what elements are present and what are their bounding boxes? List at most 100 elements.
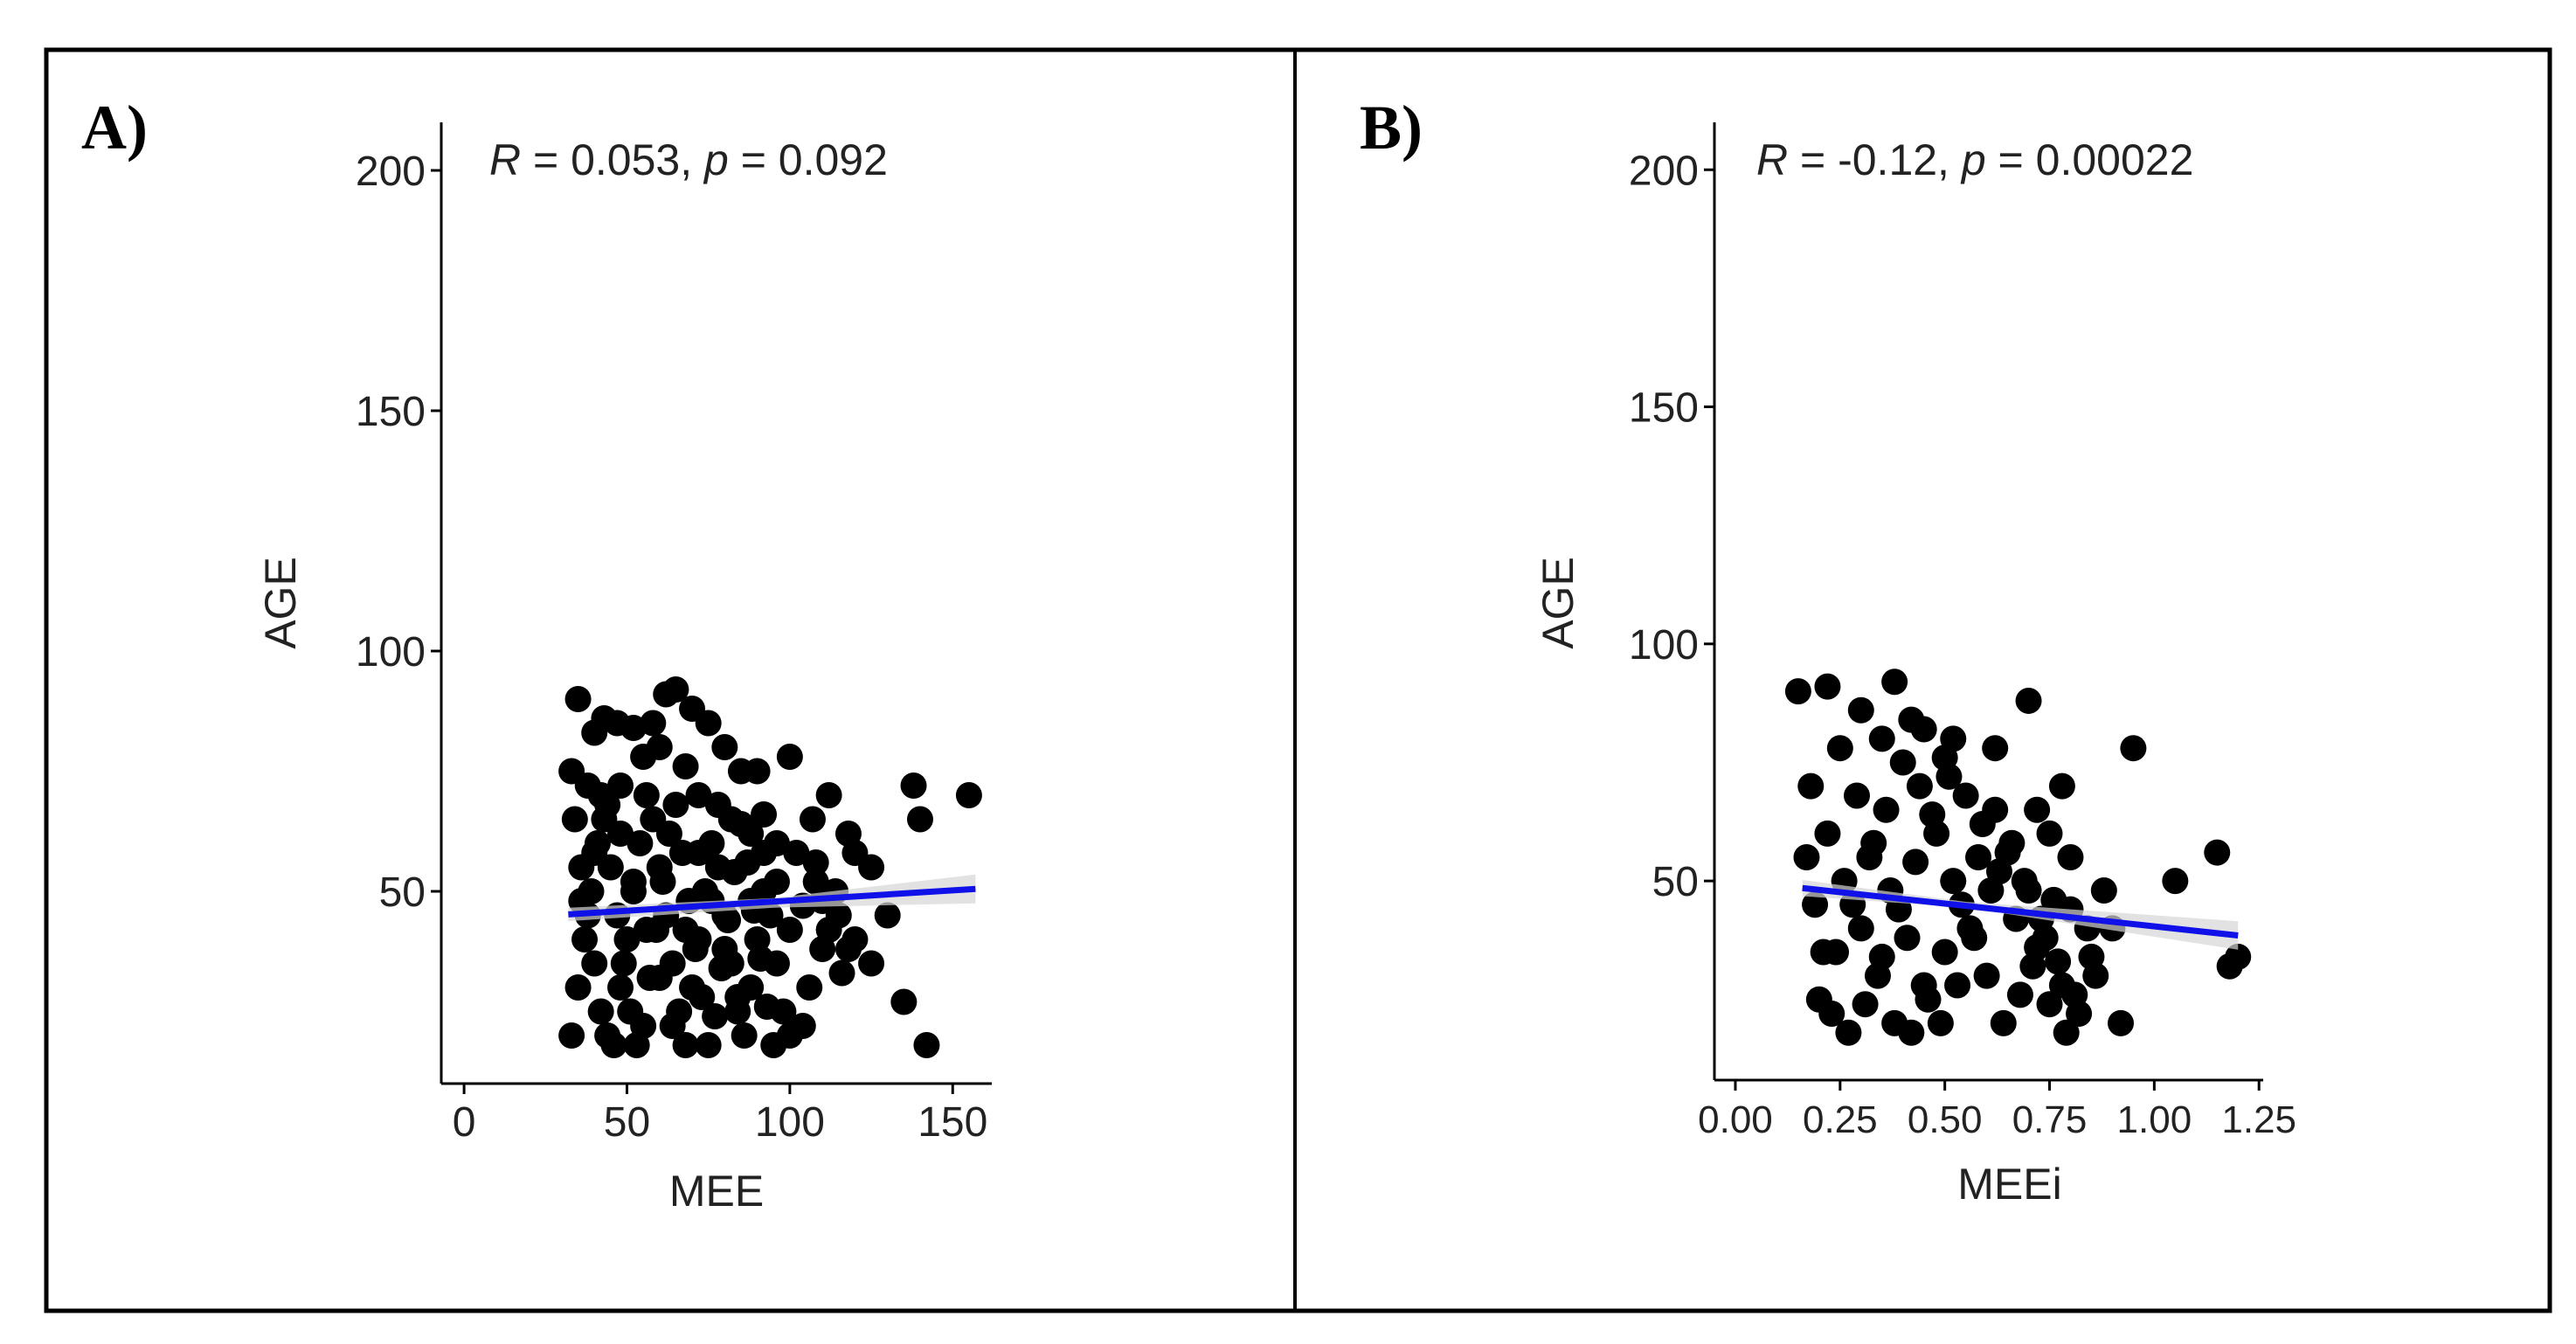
data-point — [2090, 876, 2117, 904]
x-tick-label: 0.00 — [1698, 1098, 1773, 1141]
data-point — [594, 792, 621, 818]
data-point — [581, 950, 608, 977]
regression-line — [1802, 884, 2239, 939]
data-point — [2053, 1019, 2080, 1046]
y-tick-label: 150 — [356, 389, 426, 435]
data-point — [620, 715, 647, 741]
data-point — [1969, 811, 1996, 838]
data-point — [564, 974, 592, 1001]
data-point — [1826, 735, 1853, 762]
data-point — [1868, 943, 1895, 970]
data-point — [799, 806, 826, 833]
y-axis-title: AGE — [1534, 557, 1582, 649]
data-point — [828, 960, 855, 987]
data-point — [1919, 801, 1946, 828]
annotation-part: p — [703, 135, 729, 184]
data-point — [753, 994, 780, 1020]
data-point — [1965, 843, 1992, 870]
data-point — [649, 869, 676, 895]
data-point — [1835, 1019, 1862, 1046]
y-axis-title: AGE — [256, 557, 305, 649]
annotation-part: R — [1756, 135, 1788, 184]
data-point — [1898, 706, 1925, 733]
data-point — [1847, 915, 1874, 942]
data-point — [874, 902, 901, 929]
data-point — [1910, 972, 1937, 999]
data-point — [1814, 820, 1841, 847]
data-point — [1944, 972, 1971, 999]
panel-a: A) 50 100 150 200 0 50 100 150 MEE AGE R = 0.053, p… — [81, 93, 992, 1216]
data-point — [2061, 981, 2088, 1008]
figure-panels: A) 50 100 150 200 0 50 100 150 MEE AGE R = 0.053, p… — [44, 47, 2552, 1313]
x-tick-label: 0.50 — [1908, 1098, 1983, 1141]
data-point — [2015, 687, 2042, 714]
data-point — [815, 917, 842, 943]
data-point — [600, 1032, 627, 1058]
data-point — [1873, 796, 1900, 823]
panel-b: B) 50 100 150 200 0.00 0.25 0.50 0.75 1.00 1.25 MEE… — [1360, 93, 2296, 1209]
x-tick-label: 0 — [453, 1099, 476, 1146]
data-point — [646, 965, 673, 991]
data-point — [1868, 725, 1895, 752]
data-point — [558, 1022, 585, 1049]
data-point — [802, 849, 829, 876]
panel-label: A) — [81, 93, 148, 163]
data-point — [1906, 772, 1933, 800]
data-point — [1818, 1001, 1845, 1028]
x-axis-title: MEE — [669, 1167, 764, 1216]
data-point — [646, 734, 673, 760]
data-point — [711, 734, 738, 760]
data-point — [834, 936, 862, 962]
data-point — [776, 744, 803, 770]
data-point — [1927, 1009, 1954, 1036]
y-tick-label: 100 — [356, 629, 426, 675]
data-point — [715, 907, 742, 933]
scatter-points — [1784, 669, 2252, 1046]
data-point — [1847, 696, 1874, 724]
data-point — [711, 936, 738, 962]
correlation-annotation: R = 0.053, p = 0.092 — [489, 135, 888, 184]
data-point — [2225, 943, 2252, 970]
data-point — [659, 1013, 686, 1039]
data-point — [731, 1022, 758, 1049]
correlation-annotation: R = -0.12, p = 0.00022 — [1756, 135, 2193, 184]
data-point — [672, 1032, 699, 1058]
data-point — [689, 984, 716, 1010]
data-point — [2108, 1009, 2135, 1036]
data-point — [1952, 782, 1979, 809]
data-point — [695, 1032, 722, 1058]
data-point — [2011, 868, 2038, 895]
data-point — [1990, 1009, 2017, 1036]
annotation-part: = -0.12, — [1788, 135, 1962, 184]
data-point — [900, 772, 927, 799]
data-point — [685, 840, 712, 866]
data-point — [1852, 991, 1879, 1018]
data-point — [858, 854, 885, 881]
data-point — [2045, 948, 2072, 975]
data-point — [789, 1013, 816, 1039]
data-point — [672, 753, 699, 779]
data-point — [747, 946, 774, 972]
data-point — [783, 840, 810, 866]
data-point — [571, 926, 599, 953]
data-point — [906, 806, 933, 833]
data-point — [564, 686, 592, 712]
data-point — [662, 676, 689, 703]
data-point — [1860, 829, 1887, 856]
data-point — [702, 1003, 729, 1029]
data-point — [2082, 962, 2109, 989]
data-point — [640, 710, 667, 737]
data-point — [1894, 925, 1921, 952]
data-point — [2204, 839, 2231, 866]
data-point — [581, 840, 608, 866]
y-tick-label: 50 — [379, 869, 426, 916]
data-point — [1881, 669, 1908, 696]
data-point — [2024, 796, 2051, 823]
data-point — [763, 869, 790, 895]
data-point — [1931, 939, 1958, 966]
data-point — [633, 782, 660, 808]
data-point — [2057, 843, 2084, 870]
annotation-part: = 0.00022 — [1986, 135, 2194, 184]
regression-line — [568, 885, 976, 918]
